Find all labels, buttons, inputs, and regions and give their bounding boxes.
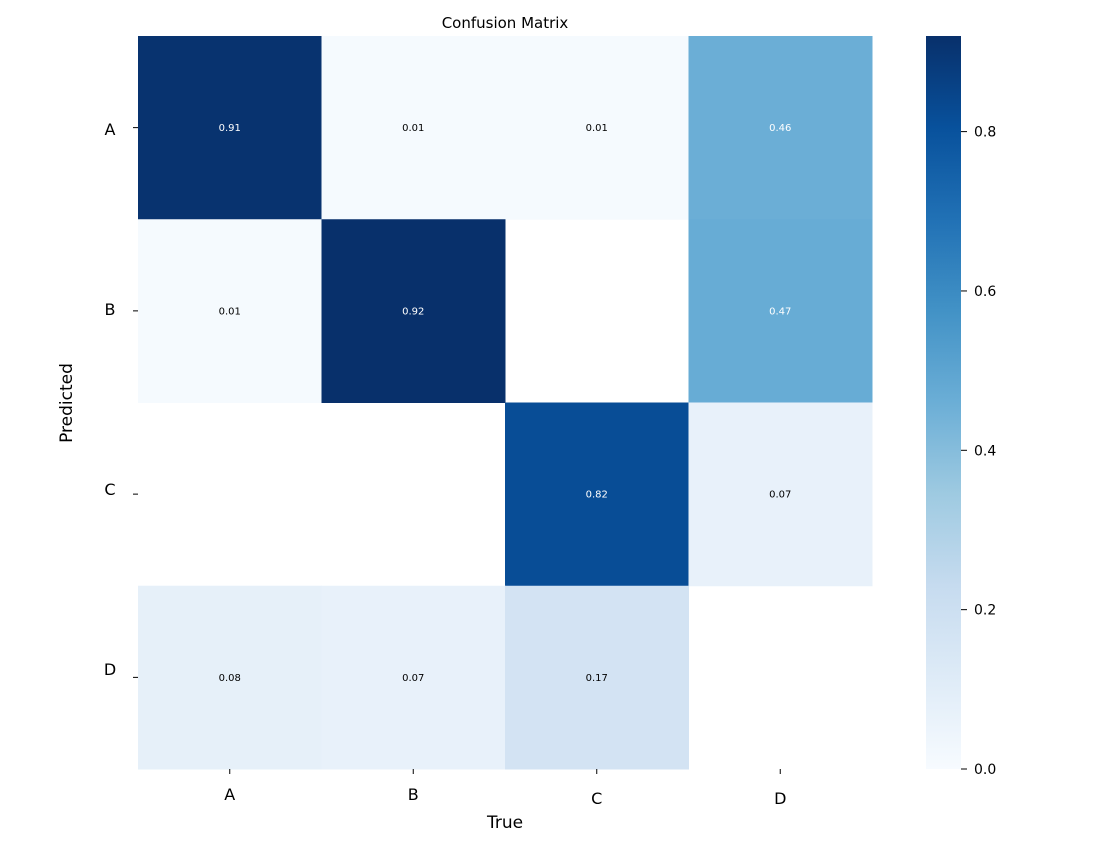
colorbar-tick-label: 0.6	[974, 284, 996, 300]
heatmap-cell	[505, 585, 689, 770]
y-tick-label: B	[105, 300, 116, 319]
colorbar	[926, 36, 961, 769]
cell-value-label: 0.07	[769, 490, 791, 501]
chart-title: Confusion Matrix	[442, 14, 569, 32]
y-tick-label: D	[104, 660, 116, 679]
heatmap-cell	[688, 36, 873, 220]
heatmap-cell	[321, 36, 506, 220]
cell-value-label: 0.82	[586, 490, 608, 501]
cell-value-label: 0.01	[402, 123, 424, 134]
x-axis-ticks: A B C D	[224, 769, 786, 808]
heatmap-cells: 0.91 0.01 0.01 0.46 0.01 0.92 0.47 0.82 0.07 0.08…	[138, 36, 873, 770]
heatmap-cell	[505, 36, 689, 220]
x-tick-label: B	[408, 785, 419, 804]
y-tick-label: A	[105, 120, 116, 139]
heatmap-cell	[688, 219, 873, 403]
y-axis-ticks: A B C D	[104, 120, 138, 679]
cell-value-label: 0.92	[402, 306, 424, 317]
cell-value-label: 0.07	[402, 673, 424, 684]
heatmap-cell	[138, 585, 322, 770]
cell-value-label: 0.91	[219, 123, 241, 134]
cell-value-label: 0.01	[586, 123, 608, 134]
colorbar-ticks: 0.0 0.2 0.4 0.6 0.8	[961, 125, 996, 778]
cell-value-label: 0.01	[219, 306, 241, 317]
x-tick-label: C	[591, 789, 602, 808]
x-tick-label: D	[774, 789, 786, 808]
cell-value-label: 0.46	[769, 123, 791, 134]
colorbar-tick-label: 0.4	[974, 443, 996, 459]
colorbar-tick-label: 0.0	[974, 762, 996, 778]
cell-value-label: 0.17	[586, 673, 608, 684]
y-tick-label: C	[104, 480, 115, 499]
heatmap-cell	[321, 585, 506, 770]
y-axis-label: Predicted	[57, 363, 77, 443]
x-axis-label: True	[486, 813, 523, 833]
colorbar-tick-label: 0.2	[974, 603, 996, 619]
heatmap-cell	[688, 402, 873, 587]
heatmap-cell	[321, 219, 506, 403]
colorbar-tick-label: 0.8	[974, 125, 996, 141]
heatmap-cell	[138, 36, 322, 220]
cell-value-label: 0.47	[769, 306, 791, 317]
cell-value-label: 0.08	[219, 673, 241, 684]
heatmap-cell	[138, 219, 322, 403]
x-tick-label: A	[224, 785, 235, 804]
heatmap-cell	[505, 402, 689, 587]
